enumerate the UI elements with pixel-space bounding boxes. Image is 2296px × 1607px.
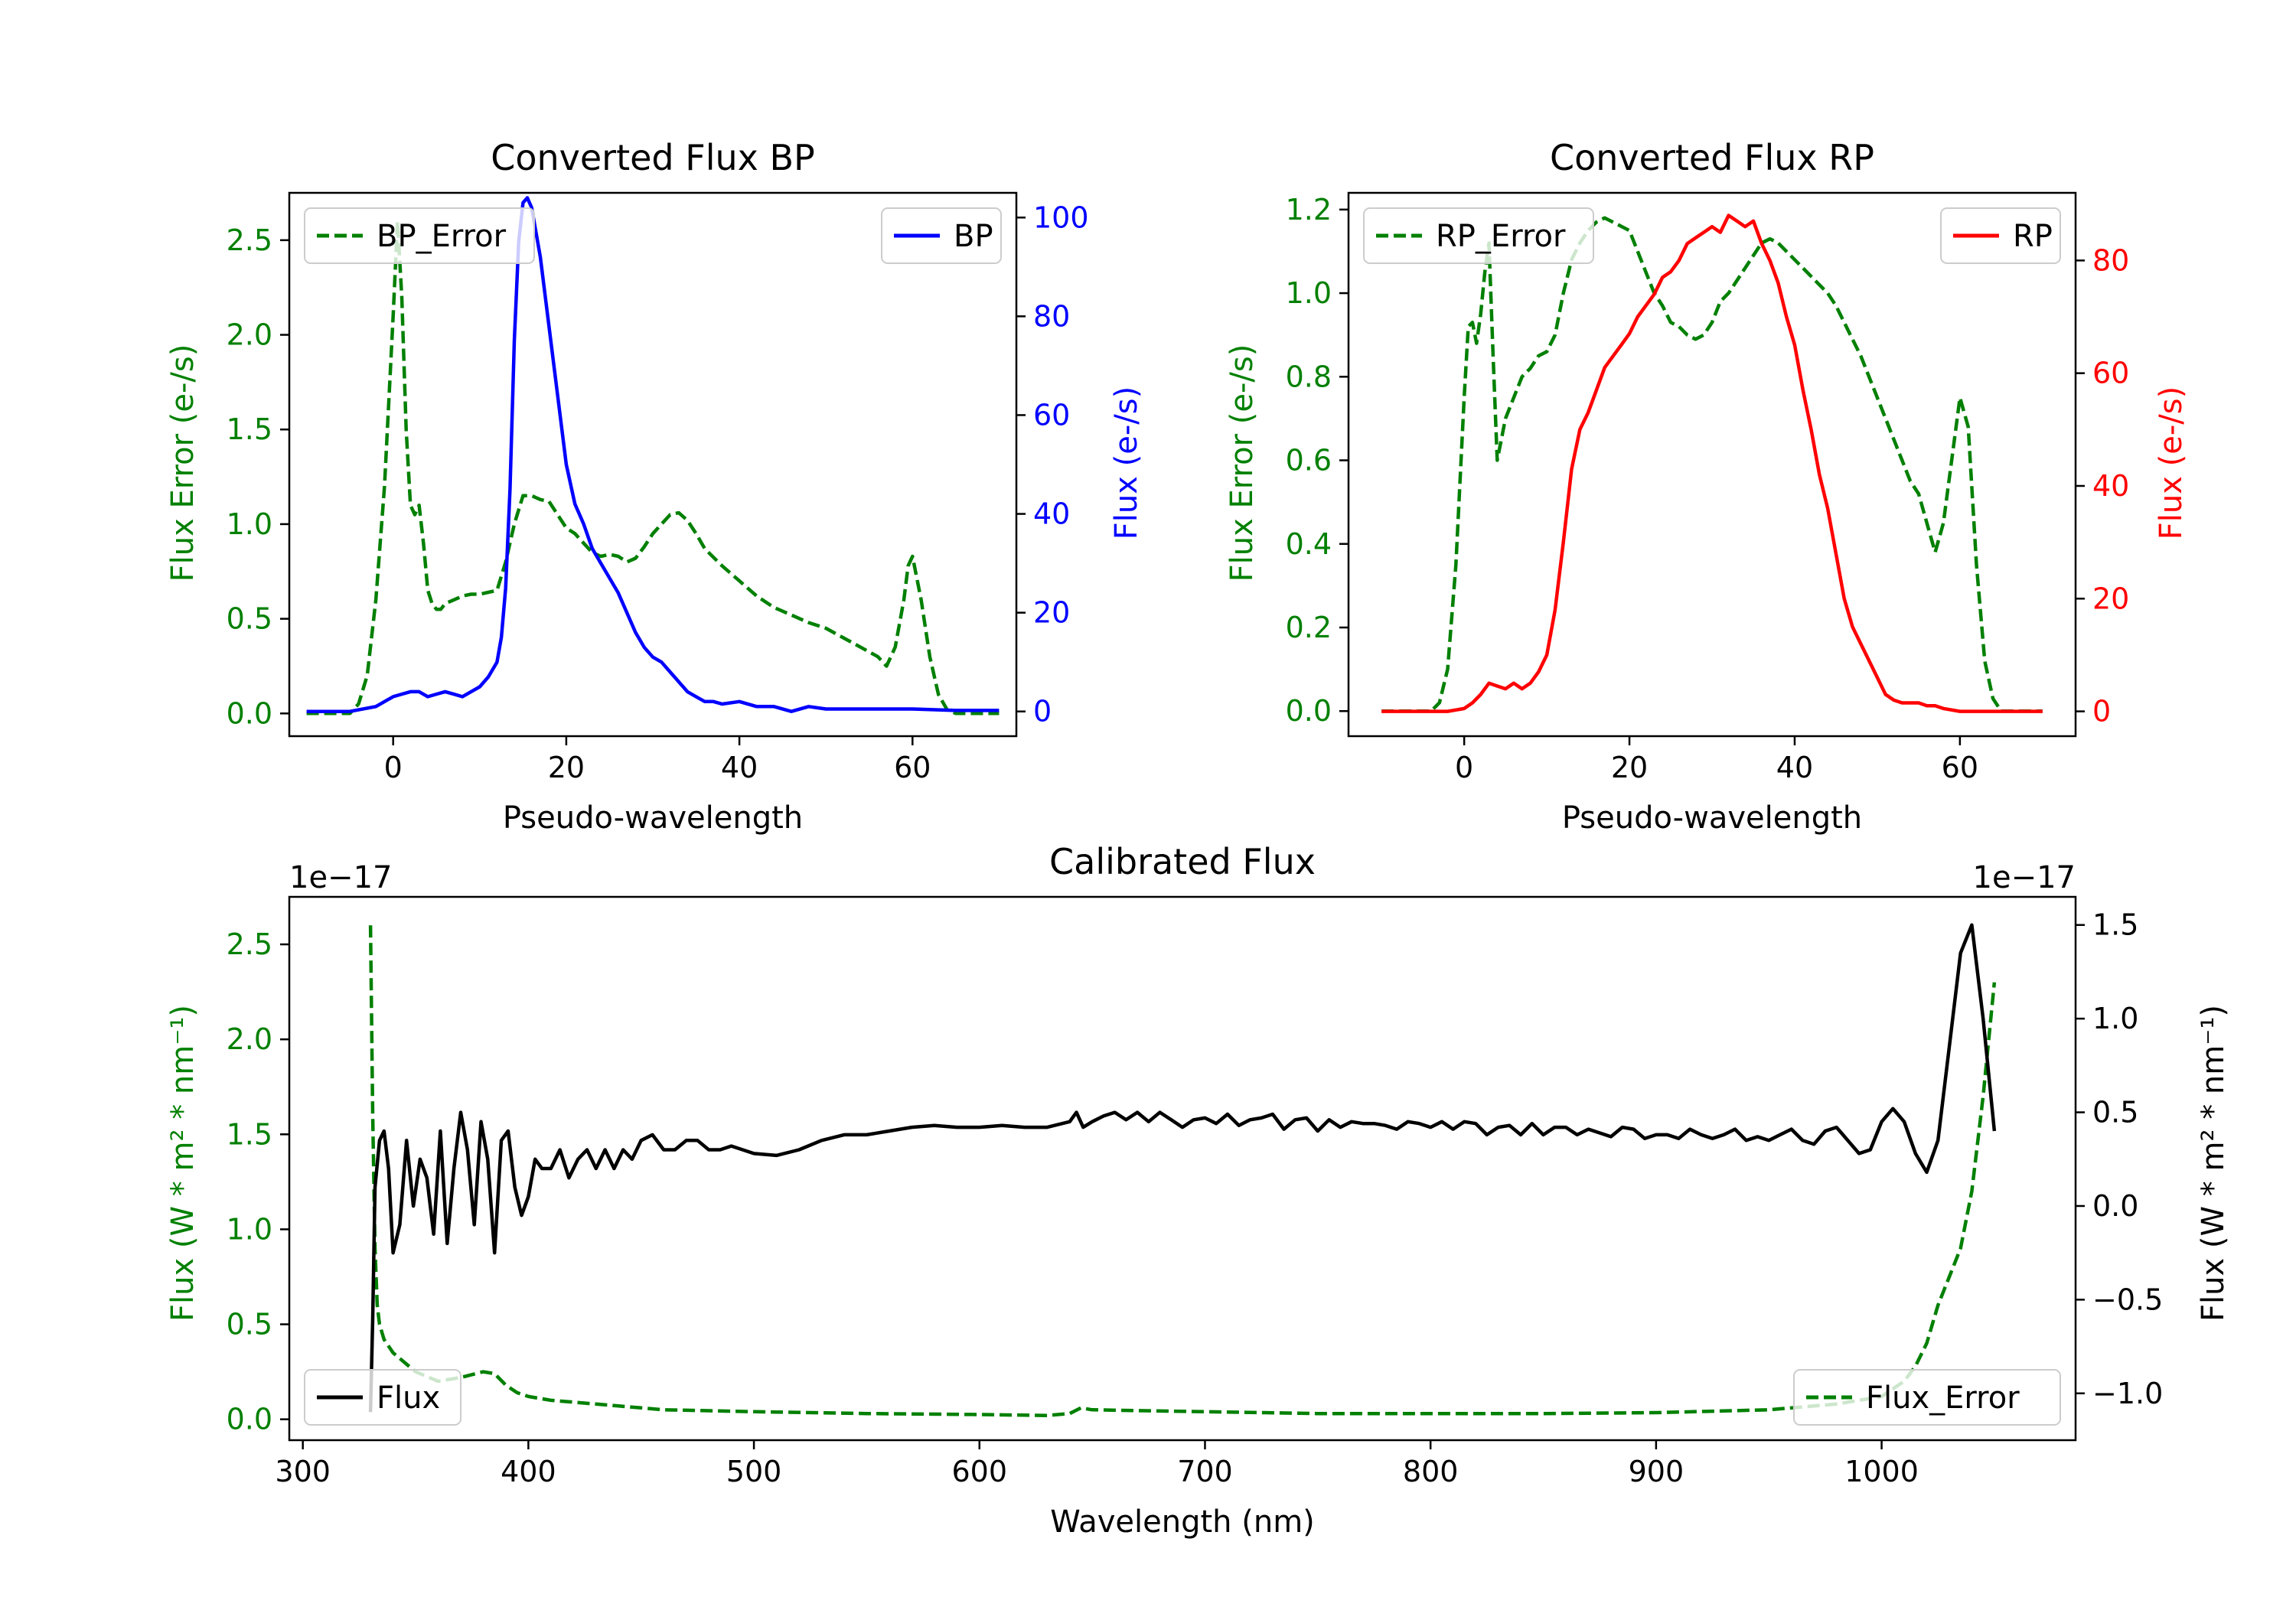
bp-plot-area: 0 20 40 60 0.0 0.5 1.0 1.5 2.0 2.5 0 20 40 60 80 100 BP_… [227, 191, 1089, 784]
rp-legend-rp-error: RP_Error [1363, 207, 1594, 264]
rp-series-rp-error [1381, 216, 2043, 713]
rp-right-axis-label: Flux (e-/s) [2154, 386, 2189, 539]
rp-x-tick-label: 40 [1776, 751, 1813, 784]
cal-left-axis-label: Flux (W * m² * nm⁻¹) [165, 1005, 201, 1322]
rp-x-axis-label: Pseudo-wavelength [1562, 800, 1862, 836]
bp-axes-frame [288, 191, 1018, 738]
cal-plot-area: 300 400 500 600 700 800 900 1000 0.0 0.5 1.0 1.5 2.0… [227, 895, 2163, 1488]
rp-left-tick-label: 0.4 [1286, 527, 1332, 561]
legend-frame [1363, 207, 1594, 264]
cal-x-tick-label: 600 [952, 1455, 1008, 1488]
rp-x-tick-label: 0 [1455, 751, 1473, 784]
bp-x-axis-label: Pseudo-wavelength [503, 800, 803, 836]
cal-x-tick-label: 700 [1177, 1455, 1233, 1488]
cal-left-offset-label: 1e−17 [289, 860, 392, 895]
legend-frame [304, 1369, 461, 1426]
bp-left-tick-label: 0.0 [227, 696, 272, 730]
rp-left-tick-label: 1.2 [1286, 193, 1332, 227]
bp-left-tick-label: 0.5 [227, 602, 272, 636]
rp-right-tick-label: 80 [2092, 243, 2129, 277]
legend-label: RP_Error [1436, 219, 1566, 254]
bp-title: Converted Flux BP [491, 137, 815, 178]
legend-label: Flux_Error [1866, 1380, 2020, 1416]
cal-right-axis-label: Flux (W * m² * nm⁻¹) [2196, 1005, 2231, 1322]
cal-right-tick-label: 1.0 [2092, 1002, 2138, 1035]
cal-x-tick-label: 500 [726, 1455, 782, 1488]
bp-legend-bp: BP [881, 207, 1002, 264]
cal-series-flux [368, 923, 1997, 1413]
bp-x-tick-label: 60 [894, 751, 931, 784]
bp-right-tick-label: 40 [1033, 497, 1070, 531]
cal-left-tick-label: 1.5 [227, 1117, 272, 1151]
bp-right-tick-label: 20 [1033, 596, 1070, 630]
cal-x-tick-label: 300 [275, 1455, 331, 1488]
bp-series-bp-error [306, 219, 1000, 715]
bp-left-tick-label: 1.5 [227, 412, 272, 446]
legend-label: Flux [377, 1380, 440, 1416]
rp-left-tick-label: 1.0 [1286, 276, 1332, 310]
legend-frame [881, 207, 1002, 264]
bp-left-tick-label: 2.0 [227, 318, 272, 352]
cal-right-tick-label: 1.5 [2092, 908, 2138, 942]
cal-right-tick-label: −1.0 [2092, 1377, 2163, 1410]
legend-frame [1940, 207, 2061, 264]
legend-label: BP [954, 219, 993, 254]
bp-x-tick-label: 20 [548, 751, 585, 784]
cal-left-tick-label: 2.5 [227, 927, 272, 961]
cal-left-tick-label: 0.0 [227, 1403, 272, 1436]
cal-x-tick-label: 1000 [1844, 1455, 1919, 1488]
rp-right-tick-label: 40 [2092, 469, 2129, 503]
cal-x-tick-label: 900 [1629, 1455, 1684, 1488]
rp-title: Converted Flux RP [1550, 137, 1874, 178]
panel-rp: Converted Flux RP Pseudo-wavelength Flux… [1225, 137, 2189, 836]
rp-right-tick-label: 60 [2092, 357, 2129, 390]
cal-right-tick-label: 0.0 [2092, 1189, 2138, 1223]
rp-left-tick-label: 0.0 [1286, 694, 1332, 728]
legend-frame [304, 207, 535, 264]
panel-calibrated: Calibrated Flux Wavelength (nm) Flux (W … [165, 841, 2231, 1540]
bp-x-tick-label: 0 [384, 751, 403, 784]
rp-left-tick-label: 0.8 [1286, 360, 1332, 393]
rp-left-tick-label: 0.6 [1286, 444, 1332, 478]
rp-axes-frame [1347, 191, 2077, 738]
cal-axes-frame [288, 895, 2077, 1442]
bp-left-axis-label: Flux Error (e-/s) [165, 344, 201, 582]
bp-right-tick-label: 60 [1033, 398, 1070, 432]
bp-x-tick-label: 40 [721, 751, 758, 784]
bp-right-tick-label: 100 [1033, 200, 1089, 234]
rp-x-tick-label: 20 [1611, 751, 1648, 784]
cal-right-offset-label: 1e−17 [1973, 860, 2076, 895]
legend-frame [1793, 1369, 2061, 1426]
cal-left-tick-label: 1.0 [227, 1212, 272, 1246]
cal-legend-flux: Flux [304, 1369, 461, 1426]
rp-legend-rp: RP [1940, 207, 2061, 264]
rp-left-tick-label: 0.2 [1286, 611, 1332, 644]
cal-right-tick-label: 0.5 [2092, 1096, 2138, 1129]
bp-series-bp [306, 196, 1000, 713]
bp-right-tick-label: 80 [1033, 299, 1070, 333]
bp-legend-bp-error: BP_Error [304, 207, 535, 264]
cal-legend-flux-error: Flux_Error [1793, 1369, 2061, 1426]
rp-series-rp [1381, 214, 2043, 713]
cal-left-tick-label: 0.5 [227, 1308, 272, 1341]
rp-plot-area: 0 20 40 60 0.0 0.2 0.4 0.6 0.8 1.0 1.2 0 20 40 60 80 RP_… [1286, 191, 2129, 784]
bp-right-tick-label: 0 [1033, 695, 1052, 729]
cal-right-tick-label: −0.5 [2092, 1283, 2163, 1316]
rp-right-tick-label: 0 [2092, 695, 2111, 729]
rp-x-tick-label: 60 [1942, 751, 1978, 784]
cal-left-tick-label: 2.0 [227, 1022, 272, 1056]
cal-x-tick-label: 800 [1403, 1455, 1459, 1488]
cal-title: Calibrated Flux [1049, 841, 1316, 882]
legend-label: RP [2013, 219, 2053, 254]
rp-left-axis-label: Flux Error (e-/s) [1225, 344, 1260, 582]
bp-left-tick-label: 1.0 [227, 507, 272, 541]
bp-left-tick-label: 2.5 [227, 223, 272, 257]
legend-label: BP_Error [377, 219, 507, 254]
cal-x-axis-label: Wavelength (nm) [1050, 1504, 1315, 1540]
rp-right-tick-label: 20 [2092, 582, 2129, 615]
cal-x-tick-label: 400 [501, 1455, 556, 1488]
panel-bp: Converted Flux BP Pseudo-wavelength Flux… [165, 137, 1144, 836]
bp-right-axis-label: Flux (e-/s) [1109, 386, 1144, 539]
